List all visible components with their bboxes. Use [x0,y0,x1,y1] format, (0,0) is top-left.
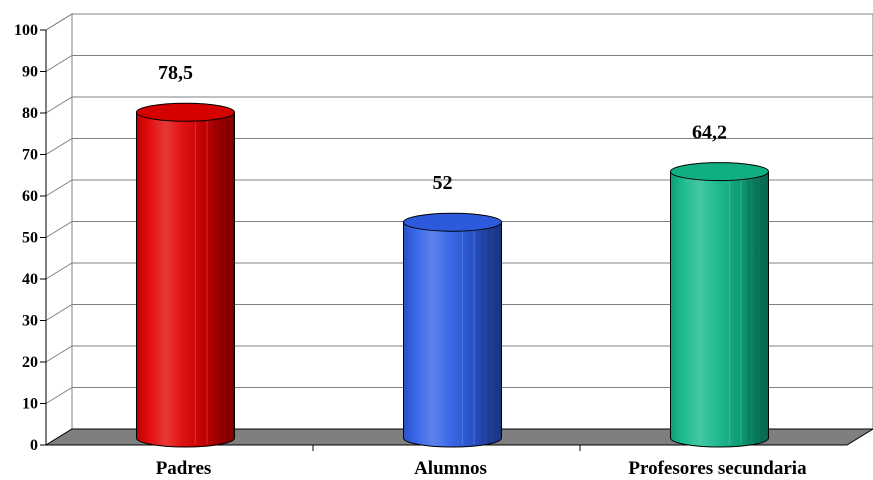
x-axis-labels: Padres Alumnos Profesores secundaria [156,458,807,479]
y-tick-label: 100 [14,22,38,39]
gridline [45,138,873,155]
bar-top [670,162,769,182]
data-label: 64,2 [692,122,727,144]
y-tick-label: 40 [22,271,38,288]
gridline [45,387,873,404]
x-tick-label: Padres [156,458,212,479]
bar-body [136,111,235,448]
y-tick-label: 30 [22,313,38,330]
gridline [45,13,873,31]
bar-top [136,102,235,122]
y-axis-ticks: 0 10 20 30 40 50 60 70 80 90 100 [14,22,46,454]
y-tick-label: 20 [22,354,38,371]
y-tick-label: 50 [22,230,38,247]
y-tick-label: 90 [22,64,38,81]
y-tick-label: 80 [22,105,38,122]
y-tick-label: 70 [22,147,38,164]
gridline [45,221,873,238]
y-tick-label: 10 [22,396,38,413]
data-label: 52 [433,172,453,194]
gridline [45,345,873,363]
y-tick-label: 0 [30,437,38,454]
gridline [45,262,873,280]
bars [136,102,769,448]
data-label: 78,5 [158,62,193,84]
y-tick-label: 60 [22,188,38,205]
gridline [45,179,873,197]
bar-padres [136,102,235,448]
x-tick-label: Alumnos [414,458,487,479]
gridline [45,304,873,321]
bar-body [670,171,769,448]
bar-body [403,221,502,448]
gridlines [45,13,873,404]
data-labels: 78,5 52 64,2 [158,62,727,194]
gridline [45,96,873,114]
gridline [45,55,873,72]
bar-profesores-secundaria [670,162,769,448]
x-tick-label: Profesores secundaria [628,458,807,479]
bar-alumnos [403,212,502,448]
bar-top [403,212,502,232]
